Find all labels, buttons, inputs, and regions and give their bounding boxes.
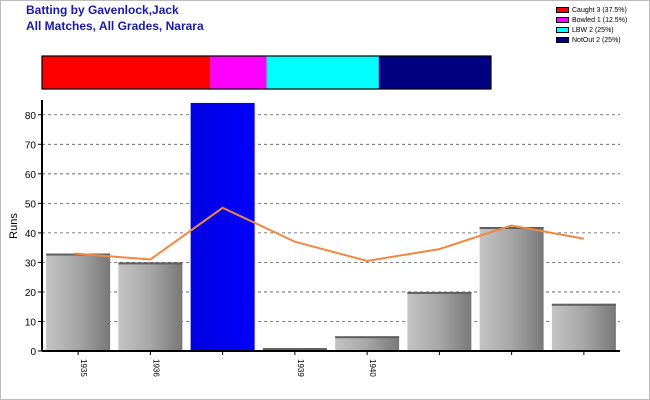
- legend-label: LBW 2 (25%): [572, 26, 614, 34]
- trend-line: [74, 206, 585, 262]
- y-tick-label: 80: [25, 111, 37, 122]
- x-tick-label: 1935: [79, 359, 88, 377]
- dismissal-segment-notout: [378, 56, 491, 89]
- y-tick-label: 60: [25, 170, 37, 181]
- y-tick-label: 10: [25, 317, 37, 328]
- y-tick-label: 30: [25, 258, 37, 269]
- bar-top-edge: [118, 262, 183, 265]
- y-tick-label: 40: [25, 229, 37, 240]
- legend-swatch: [556, 17, 569, 23]
- legend-label: Bowled 1 (12.5%): [572, 16, 628, 24]
- legend: Caught 3 (37.5%) Bowled 1 (12.5%) LBW 2 (2…: [556, 5, 627, 45]
- y-axis-label: Runs: [8, 213, 20, 239]
- legend-label: Caught 3 (37.5%): [572, 6, 627, 14]
- y-tick-label: 0: [30, 347, 36, 358]
- bar: [118, 262, 183, 351]
- bar: [46, 253, 111, 351]
- chart-subtitle: All Matches, All Grades, Narara: [26, 19, 204, 33]
- bar-top-edge: [551, 303, 616, 306]
- legend-label: NotOut 2 (25%): [572, 36, 621, 44]
- y-tick-label: 50: [25, 199, 37, 210]
- legend-item: Caught 3 (37.5%): [556, 5, 627, 15]
- dismissal-segment-lbw: [266, 56, 379, 89]
- chart-title: Batting by Gavenlock,Jack: [26, 3, 179, 17]
- x-tick-label: 1936: [151, 359, 160, 377]
- bar-top-edge: [335, 336, 400, 339]
- bar: [335, 336, 400, 351]
- legend-swatch: [556, 7, 569, 13]
- bar: [407, 291, 472, 351]
- bar-top-edge: [479, 226, 544, 229]
- bar: [479, 226, 544, 351]
- dismissal-bar-border: [41, 55, 492, 90]
- bar: [551, 303, 616, 351]
- dismissal-segment-caught: [42, 56, 211, 89]
- bar: [190, 102, 255, 351]
- legend-item: Bowled 1 (12.5%): [556, 15, 627, 25]
- legend-swatch: [556, 27, 569, 33]
- bar-top-edge: [407, 291, 472, 294]
- x-tick-label: 1940: [368, 359, 377, 377]
- legend-item: LBW 2 (25%): [556, 25, 627, 35]
- x-tick-label: 1939: [296, 359, 305, 377]
- y-tick-label: 70: [25, 140, 37, 151]
- legend-item: NotOut 2 (25%): [556, 35, 627, 45]
- dismissal-segment-bowled: [210, 56, 267, 89]
- y-tick-label: 20: [25, 288, 37, 299]
- legend-swatch: [556, 37, 569, 43]
- bar-top-edge: [262, 348, 327, 351]
